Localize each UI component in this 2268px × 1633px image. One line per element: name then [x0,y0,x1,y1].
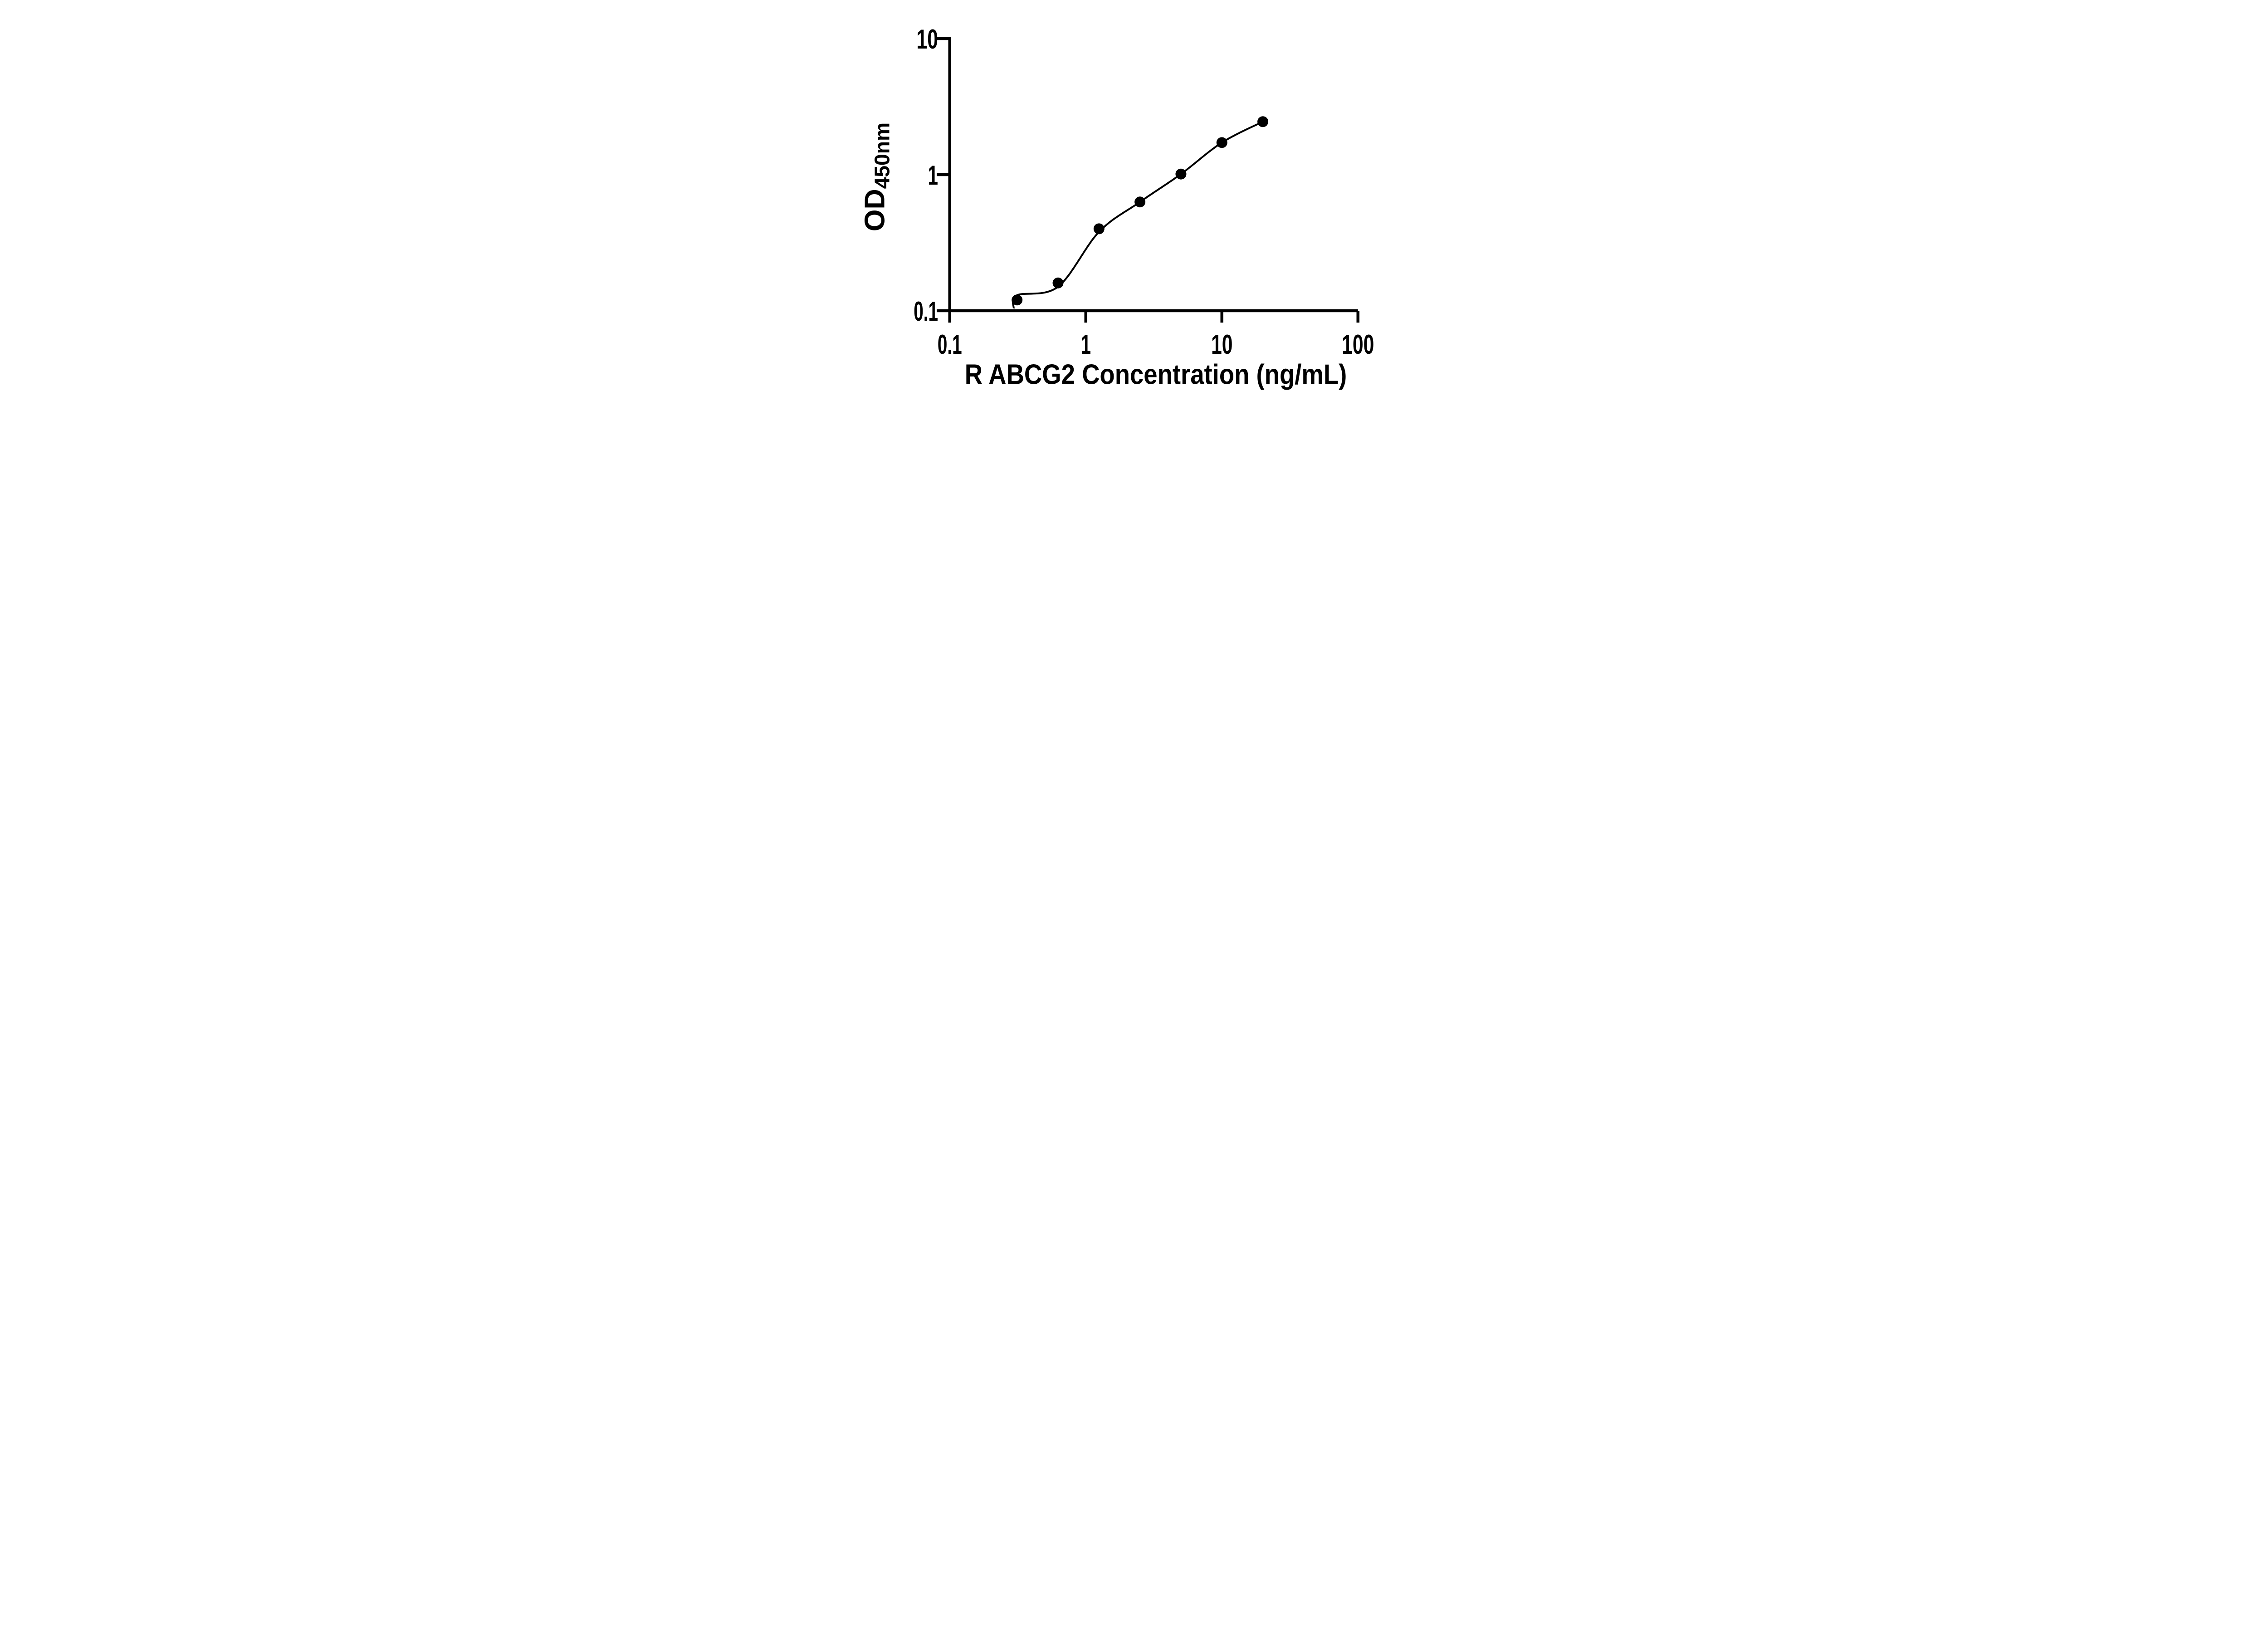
data-point [1257,116,1269,127]
axis-frame-line [948,37,1358,313]
x-axis-ticks [948,311,1359,323]
x-axis-tick-labels: 0.1 1 10 100 [938,329,1374,360]
standard-curve-chart: 0.1 1 10 100 0.1 1 10 R ABCG2 Concentration (… [859,24,1374,390]
y-axis-title: OD450nm [859,122,894,231]
y-axis-title-subscript: 450nm [870,122,894,189]
y-tick-label: 1 [928,160,938,191]
axes [948,37,1358,313]
elisa-standard-curve-figure: 0.1 1 10 100 0.1 1 10 R ABCG2 Concentration (… [848,0,1420,408]
data-point [1052,277,1064,288]
y-axis-tick-labels: 0.1 1 10 [914,24,938,327]
data-point [1216,137,1227,148]
data-point [1175,168,1187,180]
x-tick-label: 1 [1081,329,1091,360]
y-axis-title-main: OD [859,189,890,231]
data-point [1012,294,1023,306]
page-background: 0.1 1 10 100 0.1 1 10 R ABCG2 Concentration (… [848,0,1420,408]
fit-curve-line [1012,121,1263,309]
y-tick-label: 10 [917,24,938,54]
data-points [1012,116,1269,306]
data-point [1093,223,1105,235]
data-point [1134,196,1146,208]
y-axis-ticks [937,37,950,313]
x-tick-label: 0.1 [938,329,962,360]
y-tick-label: 0.1 [914,296,938,327]
x-tick-label: 10 [1211,329,1233,360]
x-tick-label: 100 [1342,329,1374,360]
x-axis-title: R ABCG2 Concentration (ng/mL) [965,358,1347,390]
